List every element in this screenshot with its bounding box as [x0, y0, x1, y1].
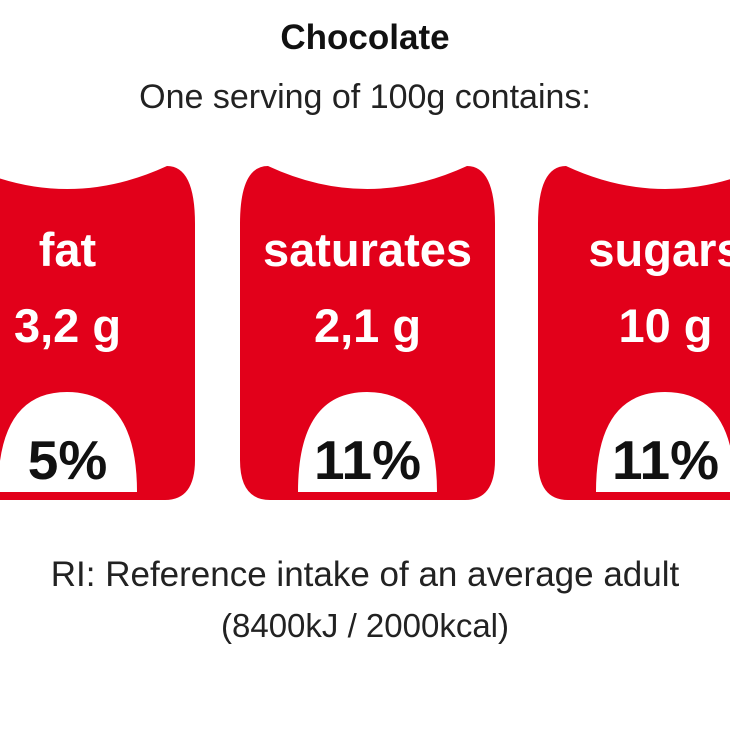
nutrient-percent: 5%	[27, 429, 108, 491]
reference-intake-note: RI: Reference intake of an average adult	[50, 555, 680, 594]
nutrient-badge-sugars: sugars 10 g 11%	[538, 160, 730, 500]
nutrient-percent: 11%	[313, 429, 422, 491]
nutrient-name: saturates	[263, 223, 472, 276]
nutrient-name: sugars	[588, 223, 730, 276]
nutrient-amount: 10 g	[618, 299, 713, 352]
nutrient-amount: 3,2 g	[13, 299, 122, 352]
nutrient-percent: 11%	[611, 429, 720, 491]
badge-shape	[0, 166, 195, 500]
serving-description: One serving of 100g contains:	[139, 78, 591, 116]
nutrient-badge-saturates: saturates 2,1 g 11%	[240, 160, 495, 500]
badge-shape	[538, 166, 730, 500]
nutrient-name: fat	[38, 223, 97, 276]
nutrient-badge-fat: fat 3,2 g 5%	[0, 160, 195, 500]
reference-intake-energy: (8400kJ / 2000kcal)	[221, 607, 509, 644]
nutrient-amount: 2,1 g	[313, 299, 422, 352]
badge-shape	[240, 166, 495, 500]
product-title: Chocolate	[280, 18, 450, 57]
